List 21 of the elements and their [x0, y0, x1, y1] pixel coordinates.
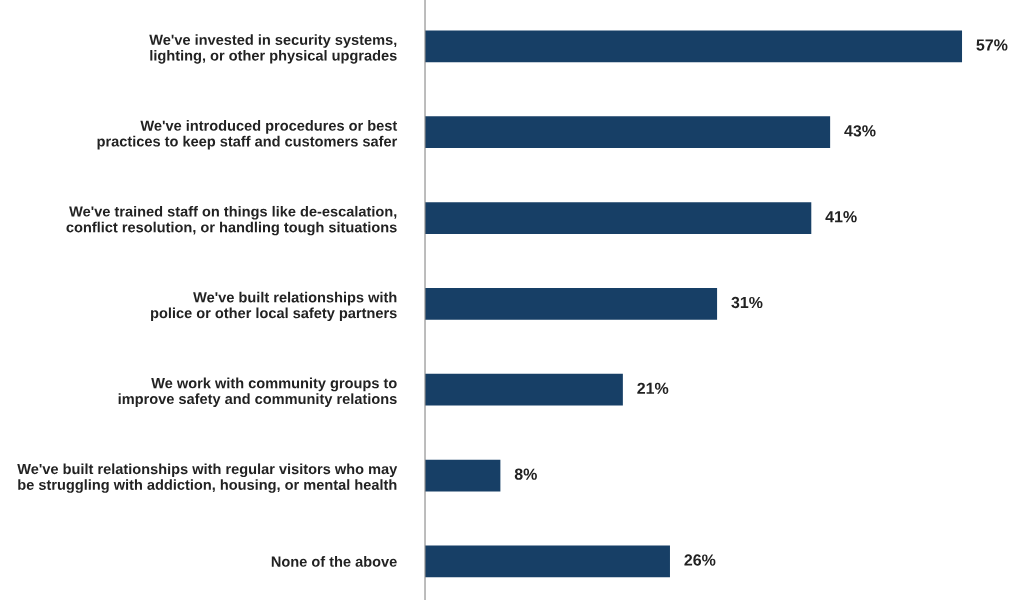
bar: [425, 116, 831, 149]
y-tick-label: We've built relationships with police or other local safety partners: [151, 291, 397, 322]
data-label: 41%: [825, 211, 857, 223]
bar: [425, 202, 812, 234]
data-label: 31%: [731, 296, 763, 309]
y-tick-label: We work with community groups to improve safety and community relations: [118, 377, 397, 407]
bar: [425, 287, 718, 320]
y-tick-label: We've trained staff on things like de-escalation, conflict resolution, or handling tough situations: [66, 205, 397, 236]
data-label: 21%: [637, 382, 669, 394]
bar: [425, 30, 963, 63]
y-tick-label: None of the above: [271, 556, 397, 567]
y-tick-label: We've introduced procedures or best practices to keep staff and customers safer: [97, 120, 398, 150]
data-label: 57%: [976, 39, 1008, 51]
data-label: 8%: [514, 468, 537, 480]
y-tick-label: We've invested in security systems, lighting, or other physical upgrades: [149, 34, 397, 64]
y-tick-label: We've built relationships with regular visitors who may be struggling with addiction, housing, or mental health: [17, 463, 398, 493]
data-label: 43%: [844, 125, 876, 137]
bar: [425, 459, 501, 492]
data-label: 26%: [684, 554, 716, 566]
bar: [425, 545, 670, 578]
bar: [425, 373, 623, 406]
